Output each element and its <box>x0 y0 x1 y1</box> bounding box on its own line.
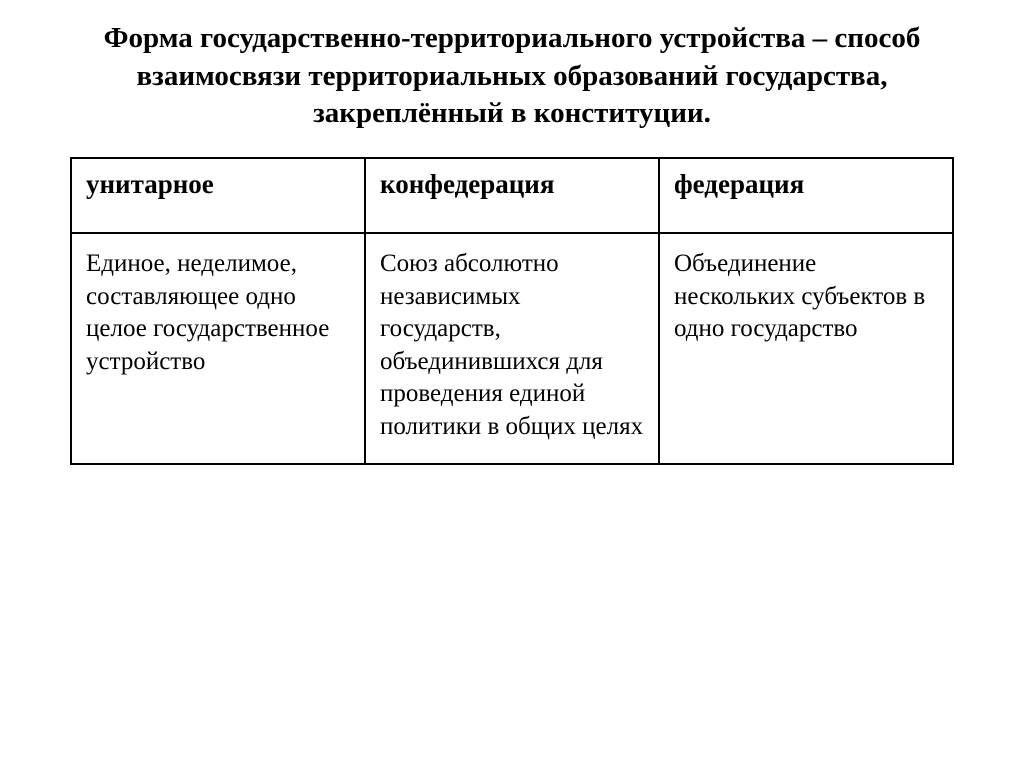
table-cell: Объединение нескольких субъектов в одно … <box>659 233 953 464</box>
table-cell: Союз абсолютно независимых государств, о… <box>365 233 659 464</box>
table-row: Единое, неделимое, составляющее одно цел… <box>71 233 953 464</box>
comparison-table: унитарное конфедерация федерация Единое,… <box>70 157 954 465</box>
page-title: Форма государственно-территориального ус… <box>70 20 954 133</box>
table-header-cell: унитарное <box>71 158 365 233</box>
table-header-cell: конфедерация <box>365 158 659 233</box>
table-cell: Единое, неделимое, составляющее одно цел… <box>71 233 365 464</box>
table-header-row: унитарное конфедерация федерация <box>71 158 953 233</box>
table-header-cell: федерация <box>659 158 953 233</box>
